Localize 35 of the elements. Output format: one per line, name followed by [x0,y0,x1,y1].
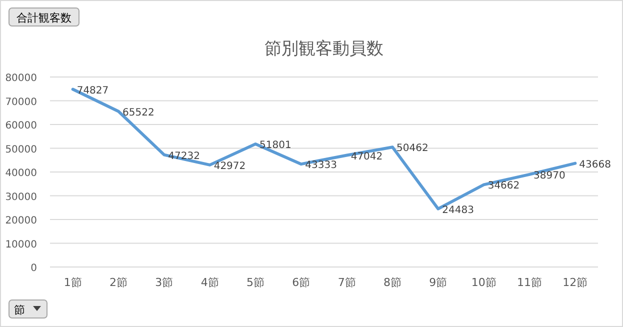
x-tick-label: 1節 [64,276,82,289]
data-label: 74827 [76,85,109,96]
x-tick-label: 11節 [517,276,542,289]
y-tick-label: 20000 [5,216,37,226]
data-label: 65522 [122,107,154,118]
chart-title: 節別観客動員数 [264,39,384,59]
y-tick-label: 50000 [5,144,37,156]
text: 合計観客数 [16,12,72,24]
x-tick-label: 4節 [200,276,219,289]
x-tick-label: 6節 [292,276,310,289]
data-label: 34662 [488,180,520,192]
y-tick-label: 30000 [5,192,37,203]
data-label: 51801 [260,140,292,151]
data-label: 24483 [442,204,474,216]
data-label: 43333 [305,160,337,172]
text: 節 [14,304,25,316]
y-tick-label: 10000 [5,239,37,250]
data-label: 47042 [350,151,383,162]
y-tick-label: 60000 [5,120,37,132]
x-tick-label: 3節 [155,276,174,289]
data-label: 42972 [214,160,246,172]
data-label: 50462 [396,143,428,154]
y-tick-label: 40000 [5,168,37,179]
x-tick-label: 7節 [338,276,356,289]
y-tick-label: 80000 [5,73,37,84]
x-tick-label: 5節 [246,276,264,289]
y-tick-label: 70000 [5,96,37,108]
x-tick-label: 9節 [429,276,448,289]
data-label: 43668 [579,159,611,170]
data-label: 38970 [534,170,566,182]
y-tick-label: 0 [30,263,37,274]
x-tick-label: 8節 [384,276,402,289]
x-tick-label: 12節 [562,276,588,289]
x-tick-label: 10節 [471,276,496,289]
x-tick-label: 2節 [110,276,128,289]
